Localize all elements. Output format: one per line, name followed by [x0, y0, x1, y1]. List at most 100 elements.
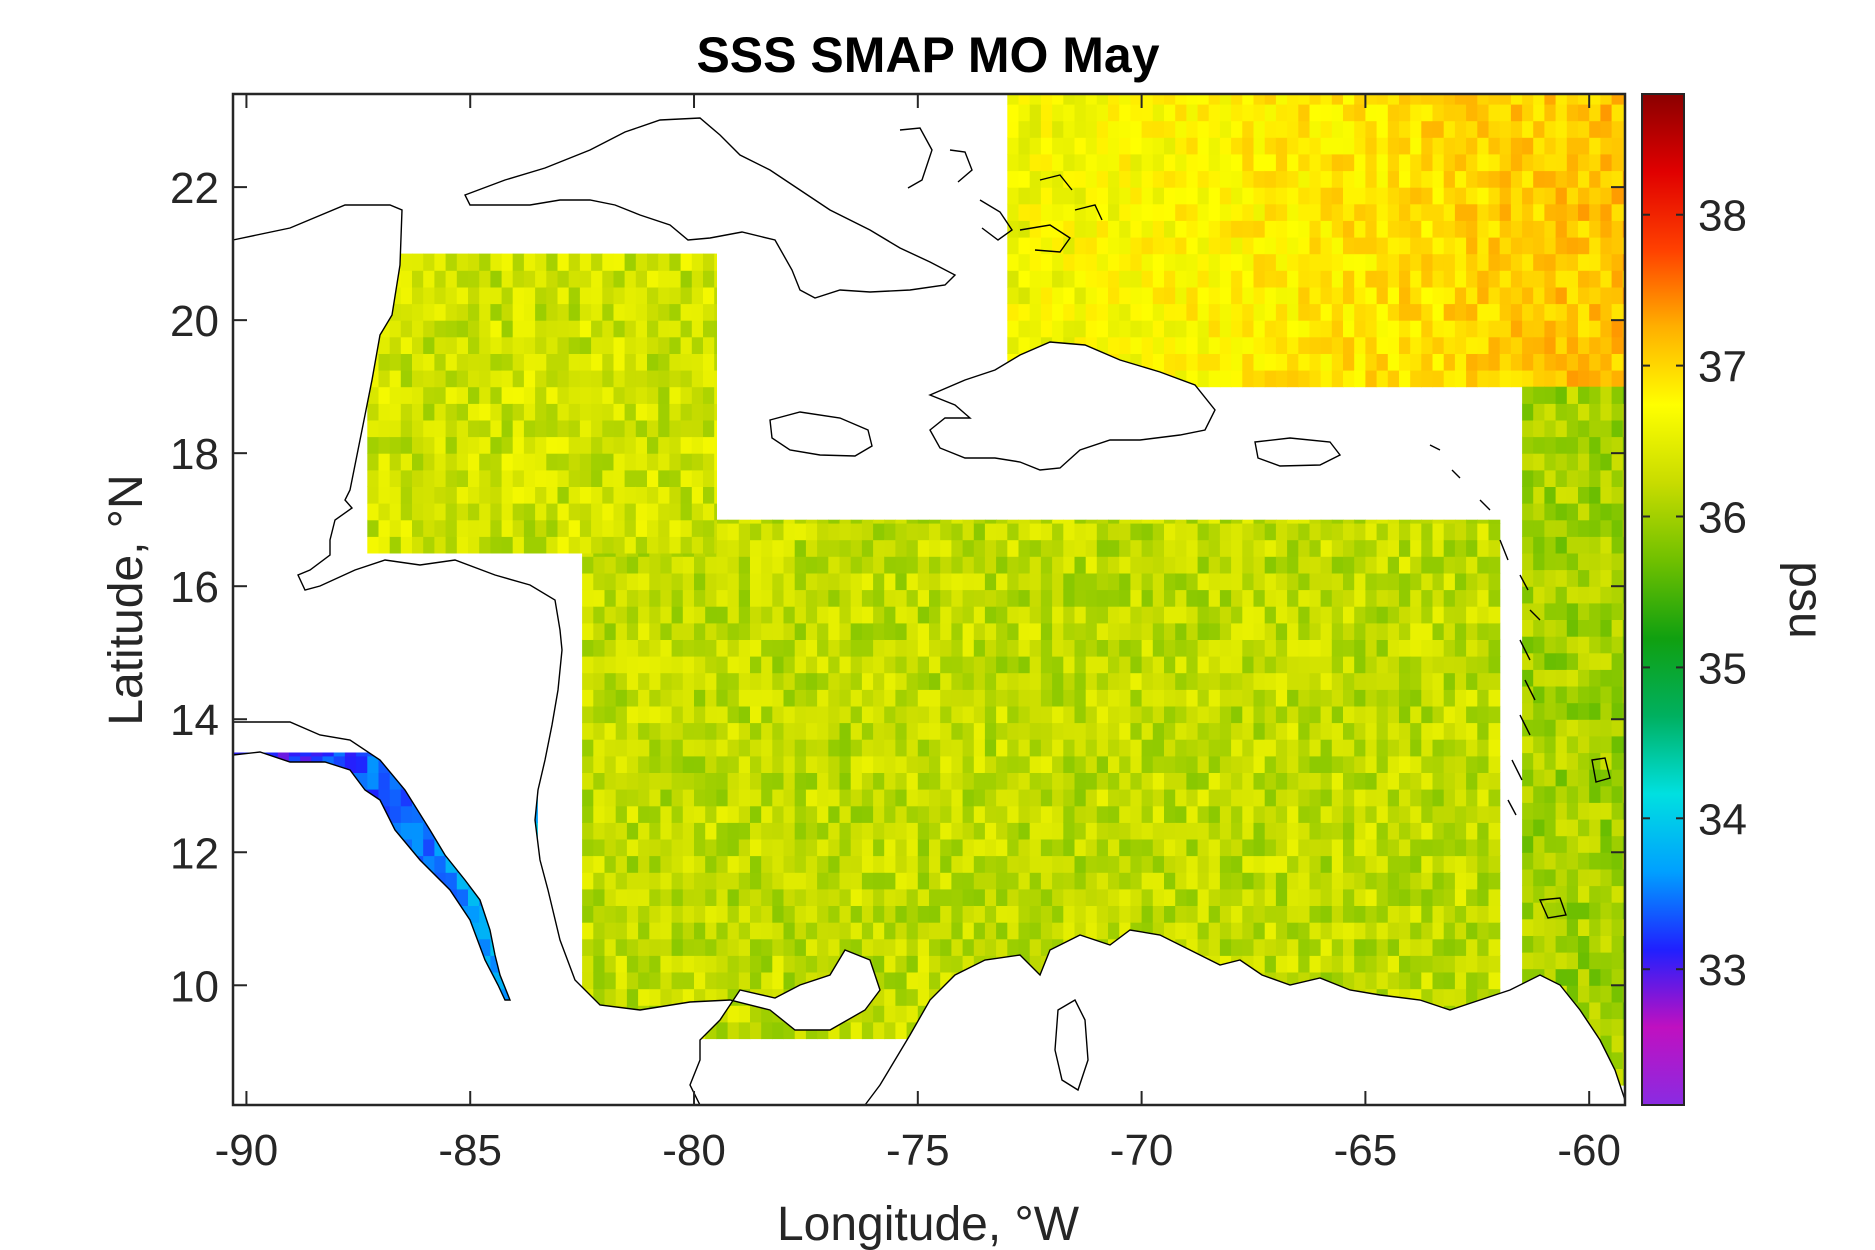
- grid-cell: [1555, 569, 1568, 587]
- grid-cell: [1600, 619, 1613, 637]
- grid-cell: [1454, 822, 1467, 840]
- grid-cell: [761, 972, 773, 990]
- grid-cell: [1600, 386, 1613, 404]
- grid-cell: [635, 253, 648, 271]
- grid-cell: [1141, 556, 1154, 574]
- grid-cell: [1253, 639, 1266, 657]
- grid-cell: [1063, 187, 1076, 205]
- grid-cell: [1063, 104, 1076, 122]
- grid-cell: [783, 606, 796, 624]
- grid-cell: [951, 705, 964, 724]
- grid-cell: [1578, 702, 1590, 720]
- grid-cell: [649, 855, 662, 873]
- grid-cell: [1343, 523, 1355, 541]
- grid-cell: [1589, 835, 1601, 853]
- grid-cell: [1477, 838, 1490, 857]
- grid-cell: [1063, 722, 1076, 740]
- grid-cell: [1432, 286, 1445, 305]
- grid-cell: [794, 972, 807, 990]
- grid-cell: [1007, 672, 1020, 690]
- grid-cell: [1578, 419, 1590, 438]
- grid-cell: [1533, 636, 1545, 654]
- grid-cell: [602, 286, 615, 305]
- grid-cell: [591, 353, 603, 371]
- grid-cell: [1578, 270, 1590, 288]
- grid-cell: [546, 519, 559, 537]
- grid-cell: [490, 320, 503, 338]
- grid-cell: [1410, 672, 1422, 690]
- grid-cell: [850, 539, 863, 557]
- grid-cell: [1432, 270, 1445, 288]
- grid-cell: [445, 419, 458, 438]
- grid-cell: [389, 536, 402, 554]
- grid-cell: [1108, 187, 1120, 205]
- grid-cell: [1242, 805, 1255, 823]
- grid-cell: [1600, 885, 1613, 903]
- grid-cell: [613, 386, 626, 404]
- grid-cell: [1253, 120, 1266, 138]
- grid-cell: [682, 572, 695, 591]
- grid-cell: [1298, 938, 1311, 956]
- grid-cell: [1096, 104, 1109, 122]
- grid-cell: [523, 270, 536, 288]
- grid-cell: [1544, 769, 1557, 787]
- grid-cell: [1085, 639, 1098, 657]
- grid-cell: [1309, 187, 1322, 205]
- grid-cell: [996, 656, 1008, 674]
- grid-cell: [1085, 689, 1098, 707]
- grid-cell: [1522, 220, 1534, 238]
- grid-cell: [1544, 436, 1557, 454]
- grid-cell: [1600, 370, 1613, 388]
- grid-cell: [626, 639, 639, 657]
- grid-cell: [1443, 988, 1456, 1006]
- grid-cell: [1074, 838, 1087, 857]
- grid-cell: [445, 336, 458, 354]
- grid-cell: [1164, 137, 1176, 155]
- grid-cell: [1443, 286, 1456, 305]
- grid-cell: [1432, 922, 1445, 940]
- grid-cell: [884, 556, 896, 574]
- grid-cell: [1477, 639, 1490, 657]
- grid-cell: [1052, 120, 1064, 138]
- grid-cell: [1466, 104, 1478, 122]
- grid-cell: [1141, 303, 1154, 321]
- grid-cell: [1130, 220, 1143, 238]
- grid-cell: [1522, 735, 1534, 754]
- grid-cell: [805, 722, 818, 740]
- grid-cell: [1219, 672, 1232, 690]
- grid-cell: [1611, 419, 1624, 438]
- grid-cell: [1589, 486, 1601, 504]
- grid-cell: [1466, 94, 1478, 105]
- grid-cell: [1119, 303, 1131, 321]
- grid-cell: [1096, 203, 1109, 221]
- grid-cell: [1376, 153, 1389, 172]
- grid-cell: [445, 403, 458, 421]
- grid-cell: [1354, 855, 1366, 873]
- grid-cell: [1208, 656, 1221, 674]
- grid-cell: [850, 938, 863, 956]
- grid-cell: [1566, 968, 1579, 986]
- grid-cell: [1197, 789, 1210, 807]
- grid-cell: [873, 905, 885, 923]
- grid-cell: [873, 722, 885, 740]
- grid-cell: [626, 689, 639, 707]
- grid-cell: [1298, 606, 1311, 624]
- grid-cell: [456, 320, 469, 338]
- grid-cell: [468, 303, 480, 321]
- grid-cell: [1566, 619, 1579, 637]
- grid-cell: [940, 572, 952, 591]
- grid-cell: [1029, 822, 1042, 840]
- grid-cell: [1555, 819, 1568, 837]
- grid-cell: [1432, 755, 1445, 773]
- grid-cell: [1007, 153, 1020, 172]
- grid-cell: [593, 705, 606, 724]
- grid-cell: [1510, 237, 1523, 255]
- grid-cell: [694, 922, 706, 940]
- grid-cell: [367, 403, 380, 421]
- grid-cell: [1074, 220, 1087, 238]
- grid-cell: [1320, 370, 1333, 388]
- grid-cell: [1376, 838, 1389, 857]
- grid-cell: [1287, 353, 1299, 371]
- grid-cell: [694, 672, 706, 690]
- grid-cell: [1231, 905, 1243, 923]
